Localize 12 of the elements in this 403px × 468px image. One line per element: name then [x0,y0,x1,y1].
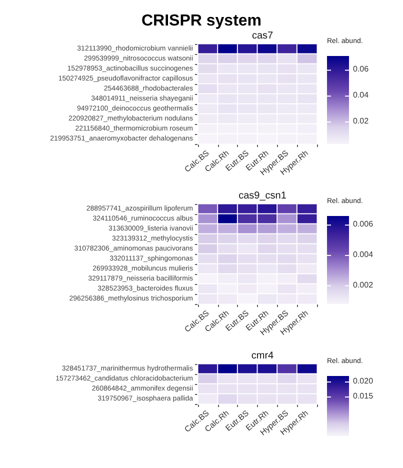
chart-title: cmr4 [251,350,274,362]
chart-title: CRISPR system [141,12,262,30]
color-bar-label: 0.04 [353,90,370,100]
color-bar-label: 0.004 [353,250,374,259]
color-bar-label: 0.002 [353,280,374,290]
color-bar-label: 0.020 [353,376,374,386]
color-bar-label: 0.006 [353,220,374,229]
color-bar-label: 0.06 [353,64,370,74]
chart-title: cas9_csn1 [238,190,287,202]
color-bar-label: 0.015 [353,392,374,400]
chart-subtitle: cas7 [252,30,274,42]
color-bar-label: 0.02 [353,116,370,126]
